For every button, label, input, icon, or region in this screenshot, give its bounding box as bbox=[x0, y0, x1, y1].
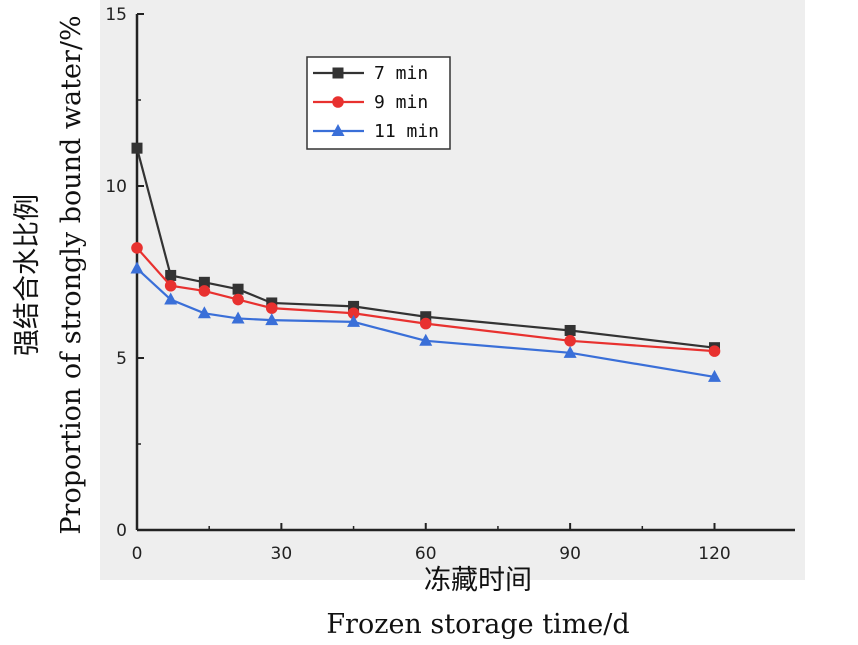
data-point bbox=[420, 311, 432, 323]
legend-marker bbox=[332, 96, 344, 108]
y-axis-title-en: Proportion of strongly bound water/% bbox=[56, 15, 87, 534]
legend-items: 7 min 9 min 11 min bbox=[313, 63, 439, 142]
x-tick-label: 60 bbox=[415, 544, 437, 564]
data-point bbox=[265, 302, 278, 314]
legend-label: 9 min bbox=[374, 92, 428, 113]
data-point bbox=[232, 293, 244, 306]
x-tick-label: 90 bbox=[559, 544, 581, 564]
y-tick-label: 0 bbox=[116, 521, 127, 541]
legend-marker bbox=[332, 67, 344, 79]
legend-item: 7 min bbox=[313, 63, 428, 84]
data-point bbox=[165, 269, 177, 281]
legend-label: 7 min bbox=[374, 63, 428, 84]
series-layer bbox=[130, 142, 721, 382]
data-point bbox=[564, 335, 576, 347]
data-point bbox=[708, 345, 721, 357]
data-point bbox=[419, 317, 432, 330]
x-axis-title-en: Frozen storage time/d bbox=[326, 609, 629, 640]
y-tick-label: 10 bbox=[105, 177, 127, 197]
data-point bbox=[197, 306, 211, 319]
series-2 bbox=[131, 242, 721, 357]
plot-background bbox=[100, 0, 805, 580]
data-point bbox=[232, 283, 244, 295]
data-point bbox=[347, 314, 361, 327]
y-tick-label: 5 bbox=[116, 349, 127, 369]
data-point bbox=[131, 242, 143, 254]
data-point bbox=[708, 369, 721, 382]
data-point bbox=[564, 324, 576, 336]
data-point bbox=[131, 142, 143, 154]
data-point bbox=[231, 311, 245, 324]
x-axis-title-cn: 冻藏时间 bbox=[424, 565, 532, 596]
legend-item: 9 min bbox=[313, 92, 428, 113]
data-point bbox=[130, 261, 144, 274]
data-point bbox=[198, 285, 211, 297]
data-point bbox=[348, 300, 360, 312]
data-point bbox=[198, 276, 210, 288]
legend: 7 min 9 min 11 min bbox=[306, 56, 451, 150]
data-point bbox=[164, 279, 177, 292]
legend-item: 11 min bbox=[313, 121, 439, 142]
legend-label: 11 min bbox=[374, 121, 439, 142]
x-tick-label: 30 bbox=[271, 544, 293, 564]
x-tick-label: 0 bbox=[132, 544, 143, 564]
data-point bbox=[419, 333, 433, 346]
data-point bbox=[347, 307, 360, 320]
data-point bbox=[563, 345, 577, 358]
data-point bbox=[265, 313, 279, 326]
x-tick-label: 120 bbox=[698, 544, 730, 564]
y-axis-title-cn: 强结合水比例 bbox=[12, 194, 43, 356]
y-tick-label: 15 bbox=[105, 5, 127, 25]
series-3 bbox=[130, 261, 721, 382]
data-point bbox=[164, 292, 178, 305]
legend-marker bbox=[331, 124, 345, 136]
axis-ticks: 0 30 60 90 120 0 5 10 15 bbox=[105, 5, 730, 564]
